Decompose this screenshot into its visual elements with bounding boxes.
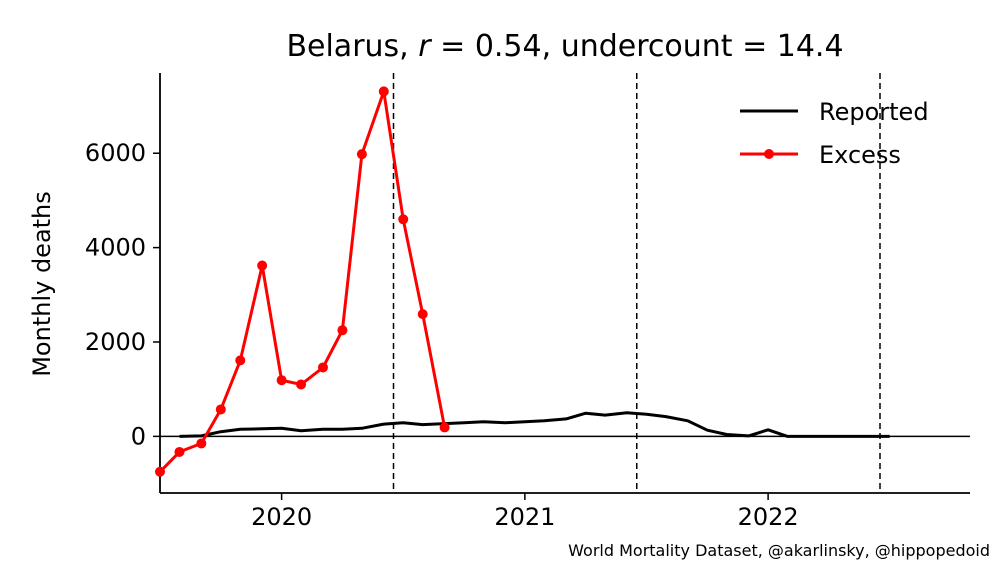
data-point-excess xyxy=(356,149,367,160)
credit-text: World Mortality Dataset, @akarlinsky, @h… xyxy=(568,541,990,560)
series-line-excess xyxy=(158,89,447,473)
legend-label: Reported xyxy=(819,98,929,126)
x-tick-label: 2021 xyxy=(494,503,555,531)
data-point-excess xyxy=(296,379,307,390)
chart-title: Belarus, r = 0.54, undercount = 14.4 xyxy=(286,29,843,64)
y-tick-label: 2000 xyxy=(85,328,146,356)
legend-marker-excess xyxy=(764,149,774,159)
x-tick-label: 2022 xyxy=(738,503,799,531)
data-point-excess xyxy=(215,404,226,415)
data-point-excess xyxy=(235,355,246,366)
data-point-excess xyxy=(174,446,185,457)
legend-label: Excess xyxy=(819,141,901,169)
y-tick-label: 0 xyxy=(131,422,146,450)
data-point-excess xyxy=(439,422,450,433)
data-point-excess xyxy=(155,466,165,477)
data-point-excess xyxy=(417,309,428,320)
x-tick-label: 2020 xyxy=(251,503,312,531)
series-line-reported xyxy=(179,411,890,438)
data-point-excess xyxy=(196,438,207,449)
y-tick-label: 6000 xyxy=(85,139,146,167)
data-point-excess xyxy=(398,214,409,225)
plot-area: 0 2000 4000 6000 2020 2021 2022 Reported Excess xyxy=(85,73,970,531)
data-point-excess xyxy=(276,375,287,386)
y-axis-label: Monthly deaths xyxy=(28,191,56,377)
data-point-excess xyxy=(257,260,268,271)
data-point-excess xyxy=(337,325,348,336)
y-tick-label: 4000 xyxy=(85,234,146,262)
data-point-excess xyxy=(378,86,389,97)
data-point-excess xyxy=(317,362,328,373)
